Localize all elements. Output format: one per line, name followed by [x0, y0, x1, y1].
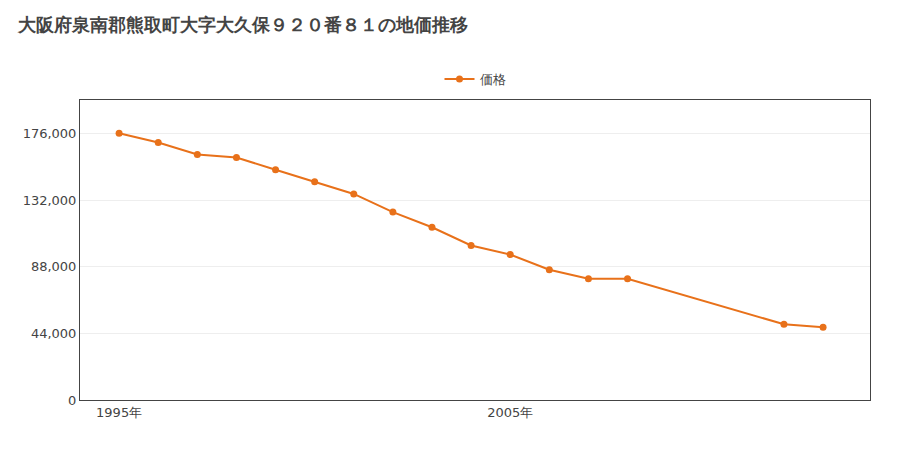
svg-text:大阪府泉南郡熊取町大字大久保９２０番８１の地価推移: 大阪府泉南郡熊取町大字大久保９２０番８１の地価推移 [17, 14, 468, 35]
svg-text:1995年: 1995年 [96, 405, 142, 420]
svg-text:176,000: 176,000 [23, 126, 77, 141]
svg-text:44,000: 44,000 [31, 326, 77, 341]
svg-text:88,000: 88,000 [31, 259, 77, 274]
svg-text:価格: 価格 [480, 72, 506, 87]
svg-text:132,000: 132,000 [23, 193, 77, 208]
svg-text:0: 0 [68, 393, 76, 408]
svg-text:2005年: 2005年 [487, 405, 533, 420]
